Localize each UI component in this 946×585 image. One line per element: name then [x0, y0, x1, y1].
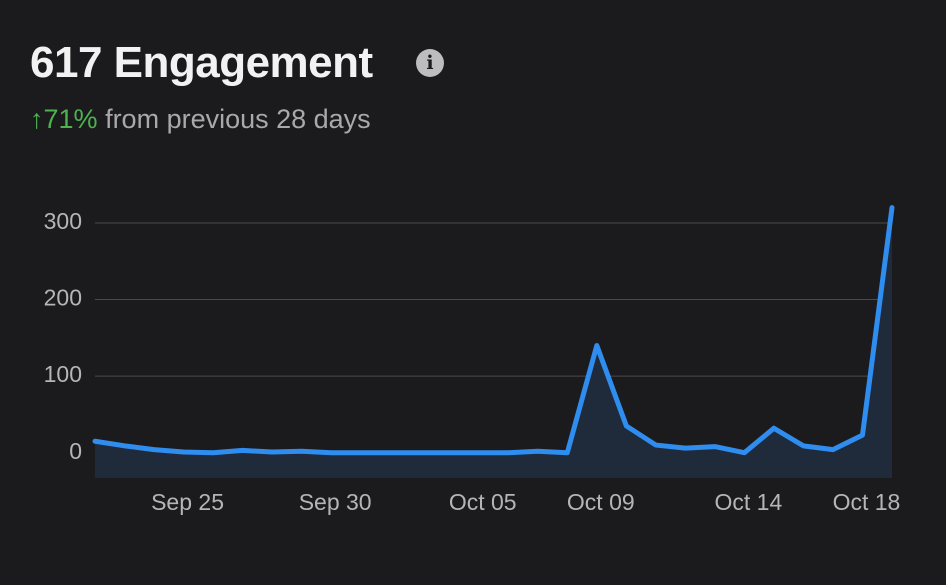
x-tick-label: Oct 14 — [715, 489, 783, 515]
line — [92, 205, 895, 456]
x-tick-label: Sep 30 — [299, 489, 372, 515]
x-tick-label: Oct 05 — [449, 489, 517, 515]
info-icon[interactable]: i — [416, 49, 444, 77]
title: 617 Engagement — [30, 38, 373, 87]
change: ↑71% — [30, 104, 98, 134]
subtitle: ↑71% from previous 28 days — [30, 104, 371, 135]
area — [95, 207, 892, 479]
x-tick-label: Sep 25 — [151, 489, 224, 515]
y-tick-label: 200 — [44, 285, 82, 311]
y-tick-label: 100 — [44, 361, 82, 387]
y-tick-label: 300 — [44, 208, 82, 234]
x-tick-label: Oct 09 — [567, 489, 635, 515]
comparison: from previous 28 days — [105, 104, 371, 134]
y-tick-label: 0 — [69, 438, 82, 464]
x-tick-label: Oct 18 — [833, 489, 901, 515]
